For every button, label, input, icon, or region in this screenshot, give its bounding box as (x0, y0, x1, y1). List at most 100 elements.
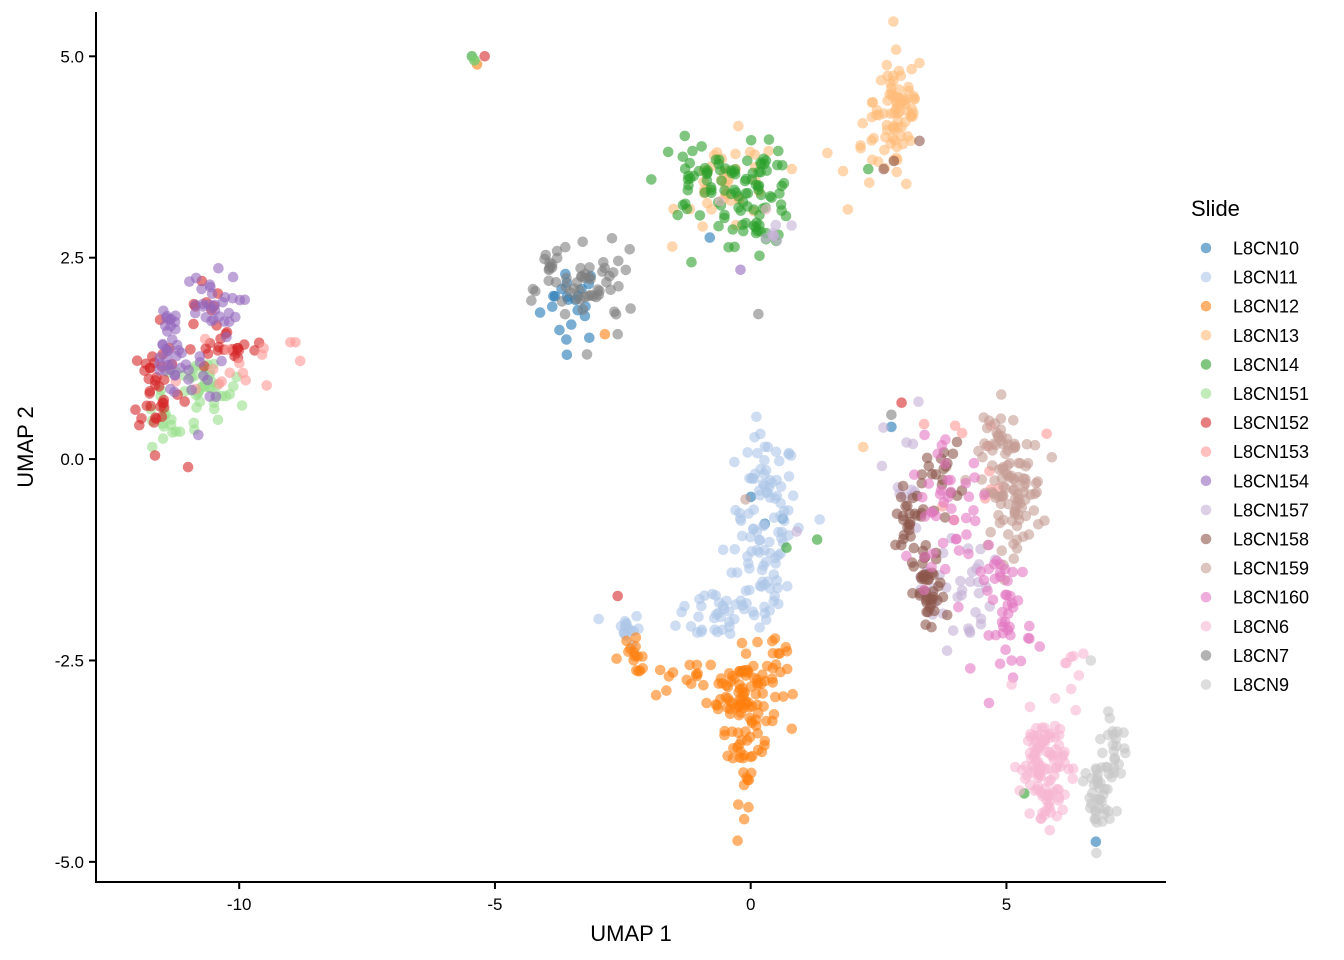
scatter-point (774, 455, 785, 467)
scatter-point (754, 535, 765, 546)
scatter-point (611, 653, 622, 664)
scatter-point (209, 299, 221, 311)
scatter-point (736, 530, 748, 542)
scatter-point (919, 574, 930, 585)
scatter-point (193, 429, 204, 441)
scatter-point (951, 436, 963, 448)
scatter-point (1091, 847, 1102, 859)
scatter-point (917, 492, 928, 503)
scatter-point (964, 627, 976, 639)
scatter-point (605, 284, 616, 296)
scatter-point (1056, 751, 1068, 763)
legend-label: L8CN158 (1233, 530, 1309, 550)
scatter-point (1068, 650, 1079, 662)
scatter-point (1003, 529, 1014, 540)
scatter-point (767, 648, 779, 659)
scatter-point (706, 187, 717, 199)
scatter-point (863, 163, 874, 175)
scatter-point (1073, 670, 1085, 681)
scatter-point (1053, 792, 1065, 803)
scatter-point (878, 163, 889, 175)
scatter-point (935, 485, 947, 496)
scatter-point (1046, 452, 1058, 463)
scatter-point (786, 723, 798, 735)
scatter-point (687, 145, 698, 157)
scatter-point (740, 217, 752, 229)
scatter-point (727, 224, 739, 235)
legend-item-L8CN11: L8CN11 (1200, 268, 1298, 288)
scatter-point (982, 585, 993, 597)
scatter-point (729, 544, 741, 555)
legend-items: L8CN10 L8CN11 L8CN12 L8CN13 L8CN14 L8CN151 L8C… (1200, 239, 1309, 695)
scatter-point (942, 475, 954, 486)
scatter-point (866, 97, 878, 108)
scatter-point (290, 337, 301, 348)
legend-label: L8CN7 (1233, 646, 1289, 666)
scatter-point (1029, 439, 1041, 451)
scatter-point (527, 283, 539, 295)
y-tick-label: 2.5 (60, 249, 84, 268)
scatter-point (719, 212, 730, 224)
scatter-point (184, 276, 195, 287)
scatter-point (949, 420, 961, 432)
scatter-point (561, 349, 573, 361)
scatter-point (261, 380, 273, 391)
scatter-point (983, 697, 995, 709)
legend-key (1200, 591, 1212, 603)
legend-item-L8CN7: L8CN7 (1200, 646, 1289, 666)
scatter-point (743, 801, 754, 813)
scatter-point (1008, 415, 1019, 426)
scatter-point (156, 411, 168, 423)
scatter-point (188, 417, 200, 429)
series-L8CN12 (471, 59, 798, 846)
scatter-point (752, 728, 763, 739)
scatter-point (725, 704, 736, 715)
scatter-point (781, 542, 792, 553)
scatter-point (770, 691, 781, 703)
scatter-point (612, 328, 623, 340)
scatter-point (1002, 599, 1014, 611)
scatter-point (1000, 644, 1011, 655)
scatter-point (744, 146, 756, 158)
scatter-point (1111, 806, 1122, 817)
scatter-point (550, 277, 562, 288)
scatter-point (667, 241, 678, 252)
scatter-point (763, 145, 774, 157)
scatter-point (979, 438, 990, 449)
scatter-point (1053, 784, 1064, 795)
scatter-point (698, 679, 709, 691)
scatter-point (696, 600, 707, 612)
scatter-point (963, 491, 975, 503)
scatter-point (696, 141, 707, 152)
scatter-point (749, 432, 760, 443)
scatter-point (714, 196, 726, 207)
scatter-point (1049, 720, 1061, 732)
scatter-point (227, 271, 239, 283)
scatter-point (214, 311, 225, 322)
scatter-point (886, 421, 897, 433)
scatter-point (952, 591, 963, 603)
scatter-point (170, 310, 181, 322)
scatter-point (160, 365, 171, 377)
scatter-point (752, 636, 763, 648)
legend-key (1200, 417, 1212, 428)
scatter-point (682, 174, 694, 185)
scatter-point (1040, 783, 1051, 794)
scatter-point (983, 415, 995, 427)
scatter-point (136, 413, 147, 424)
scatter-point (786, 163, 798, 175)
scatter-point (760, 155, 772, 166)
scatter-point (947, 448, 959, 460)
scatter-point (742, 155, 753, 167)
scatter-point (729, 456, 740, 468)
scatter-point (990, 629, 1002, 641)
scatter-point (779, 515, 790, 526)
scatter-point (939, 512, 951, 523)
scatter-point (693, 165, 705, 177)
scatter-point (1033, 519, 1044, 530)
scatter-point (729, 241, 740, 253)
scatter-point (876, 460, 888, 472)
scatter-point (879, 144, 890, 156)
legend-key (1200, 300, 1212, 312)
scatter-point (1001, 589, 1013, 601)
